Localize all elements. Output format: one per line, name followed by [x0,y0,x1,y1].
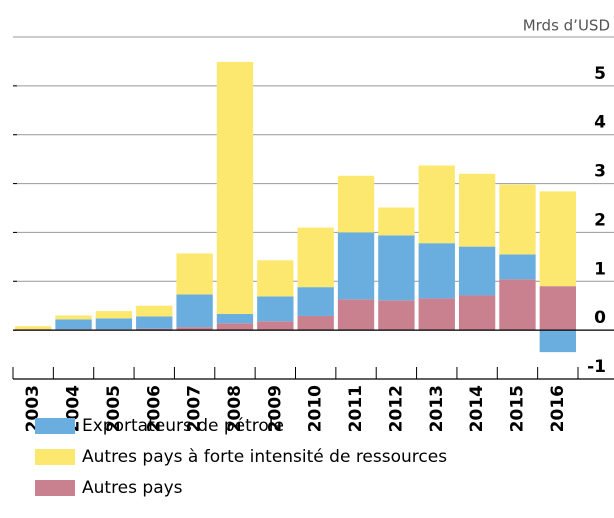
bar-segment [136,305,173,317]
legend-swatch [35,480,75,496]
x-tick-label: 2005 [104,385,124,432]
x-tick-label: 2015 [507,385,527,432]
bar-segment [136,316,173,329]
y-tick-label: 1 [594,259,606,279]
bar-segment [216,314,254,324]
bar-segment [176,327,213,331]
y-tick-label: 4 [594,113,606,133]
bar-segment [458,173,496,247]
bar-segment [257,296,294,322]
bar-segment [176,253,213,295]
bar-segment [95,318,133,330]
x-tick-label: 2010 [306,385,326,432]
bar-segment [418,298,455,331]
y-tick-label: 5 [594,64,606,84]
bar-segment [15,326,52,330]
y-tick-label: 3 [594,162,606,182]
legend-swatch [35,449,75,465]
x-tick-label: 2006 [144,385,164,432]
x-tick-label: 2013 [427,385,447,432]
legend-label: Autres pays [82,478,183,498]
bar-segment [378,207,415,236]
bar-segment [337,175,375,233]
unit-label: Mrds d’USD [523,17,610,35]
bar-segment [458,246,496,296]
bar-segment [337,299,375,331]
bar-segment [539,191,576,287]
bar-segment [337,232,375,300]
legend-label: Autres pays à forte intensité de ressour… [82,447,447,467]
bar-segment [55,319,92,330]
bar-segment [458,295,496,331]
bar-segment [378,300,415,331]
legend-label: Exportateurs de pétrole [82,416,284,436]
bar-segment [499,254,536,280]
x-tick-label: 2012 [386,385,406,432]
x-tick-label: 2007 [185,385,205,432]
bar-segment [539,330,576,353]
bar-segment [297,315,334,331]
bar-segment [297,287,334,316]
bar-segment [176,294,213,328]
bar-segment [136,328,173,331]
x-tick-label: 2016 [548,385,568,432]
bar-segment [95,311,133,319]
bar-segment [418,243,455,299]
x-tick-label: 2014 [467,385,487,432]
x-tick-label: 2009 [265,385,285,432]
bar-segment [499,184,536,255]
bar-segment [216,323,254,331]
x-tick-label: 2011 [346,385,366,432]
legend-swatch [35,418,75,434]
y-tick-label: -1 [587,357,606,377]
bar-segment [55,315,92,320]
y-tick-label: 0 [594,308,606,328]
bar-segment [257,260,294,297]
bar-segment [297,227,334,288]
x-tick-label: 2008 [225,385,245,432]
bar-segment [499,279,536,331]
bar-segment [378,235,415,301]
bar-segment [216,61,254,315]
bar-segment [539,286,576,331]
bar-segment [418,165,455,244]
y-tick-label: 2 [594,210,606,230]
bar-segment [257,321,294,331]
